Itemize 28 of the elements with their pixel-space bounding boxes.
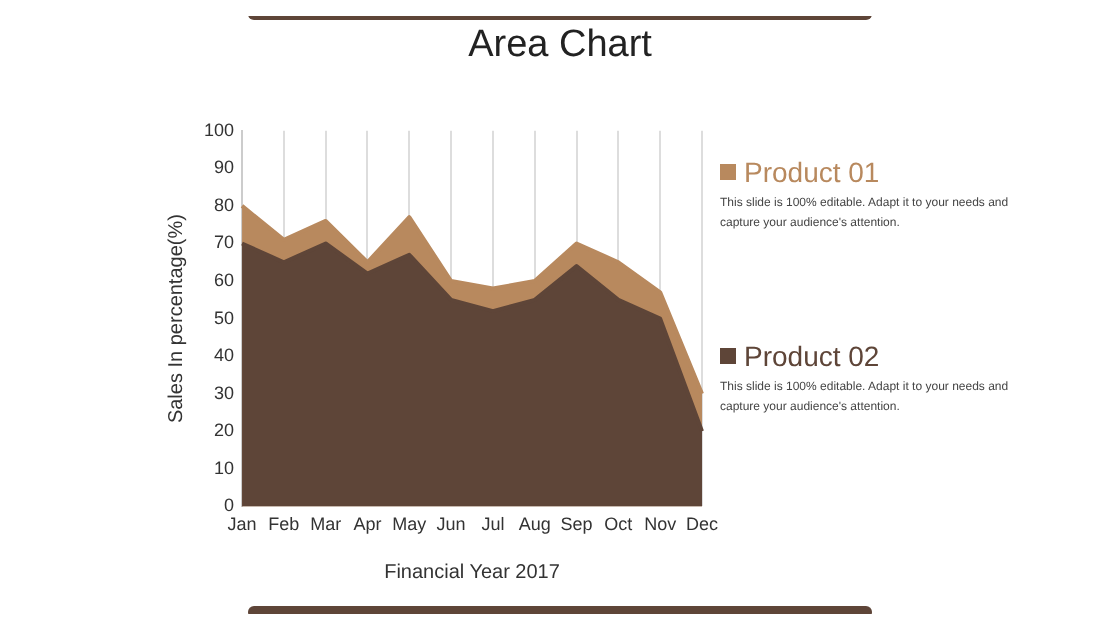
y-tick-label: 60 — [214, 270, 235, 291]
y-tick-label: 100 — [203, 119, 235, 140]
y-tick-label: 40 — [214, 345, 235, 366]
y-tick-label: 90 — [214, 157, 235, 178]
y-tick-label: 80 — [214, 194, 235, 215]
y-tick-label: 50 — [214, 307, 235, 328]
x-tick-label: Feb — [268, 514, 300, 535]
x-tick-label: Jul — [481, 514, 505, 535]
x-tick-label: Apr — [353, 514, 382, 535]
x-tick-label: Sep — [560, 514, 593, 535]
chart-title: Area Chart — [466, 24, 654, 68]
y-tick-label: 30 — [214, 382, 235, 403]
x-tick-label: Nov — [644, 514, 678, 535]
y-tick-label: 70 — [214, 232, 235, 253]
y-tick-label: 10 — [214, 457, 235, 478]
x-tick-label: Jan — [227, 514, 257, 535]
x-tick-label: Aug — [518, 514, 551, 535]
x-tick-label: Oct — [604, 514, 634, 535]
y-tick-label: 20 — [214, 420, 235, 441]
x-tick-label: Mar — [310, 514, 342, 535]
y-tick-label: 0 — [224, 495, 235, 516]
x-tick-label: May — [392, 514, 428, 535]
x-tick-label: Dec — [685, 514, 719, 535]
legend-label: Product 02 — [744, 340, 880, 372]
legend-label: Product 01 — [744, 156, 880, 188]
x-tick-label: Jun — [436, 514, 466, 535]
x-axis-title: Financial Year 2017 — [384, 561, 561, 584]
y-axis-title: Sales In percentage(%) — [165, 214, 188, 424]
